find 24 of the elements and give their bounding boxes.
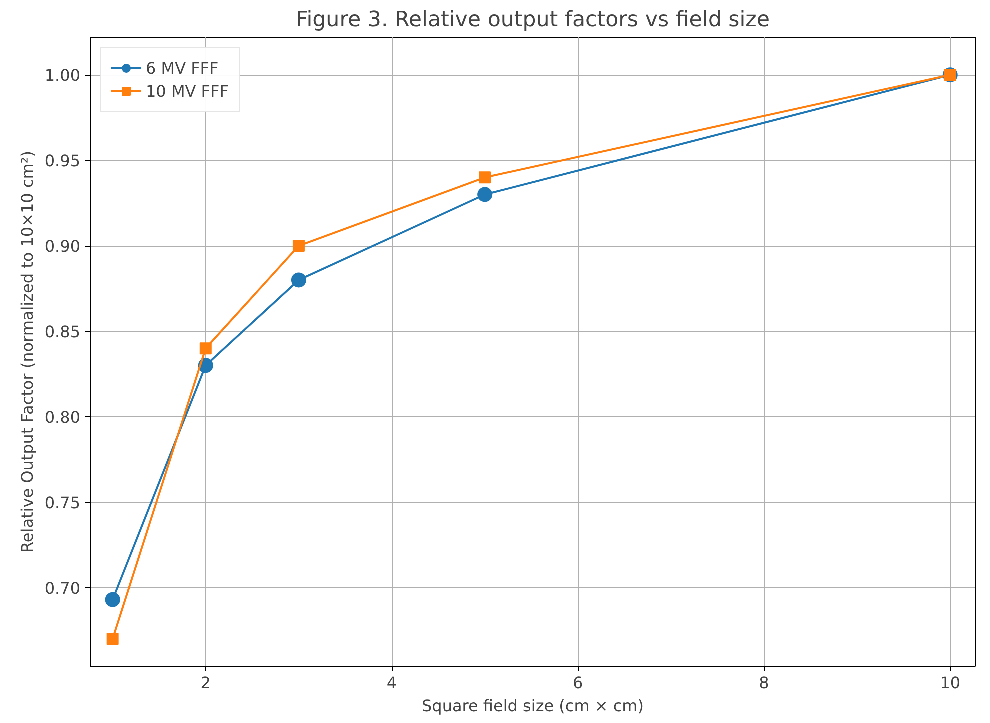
legend-label: 10 MV FFF [146,82,229,100]
x-tick-label: 6 [573,674,584,692]
y-tick-label: 0.75 [44,493,80,512]
y-axis-title: Relative Output Factor (normalized to 10×10 cm²) [18,151,37,553]
x-tick-label: 4 [386,674,398,692]
y-tick-label: 0.95 [44,152,80,171]
y-tick-label: 0.80 [44,408,80,427]
x-tick-label: 2 [200,674,211,692]
point [105,592,120,608]
y-tick-label: 0.70 [44,578,80,598]
point [292,240,305,252]
chart-title: Figure 3. Relative output factors vs field size [296,8,770,32]
point [479,172,492,184]
y-tick-label: 0.90 [44,237,80,256]
y-tick-label: 0.85 [44,322,80,342]
point [106,633,119,646]
point [291,272,306,288]
x-tick-label: 8 [759,674,770,692]
legend-label: 6 MV FFF [146,58,219,78]
point [478,187,493,202]
point [200,342,212,355]
y-tick-label: 1.00 [44,66,80,86]
x-axis-title: Square field size (cm × cm) [422,696,644,716]
x-tick-label: 10 [940,674,961,692]
